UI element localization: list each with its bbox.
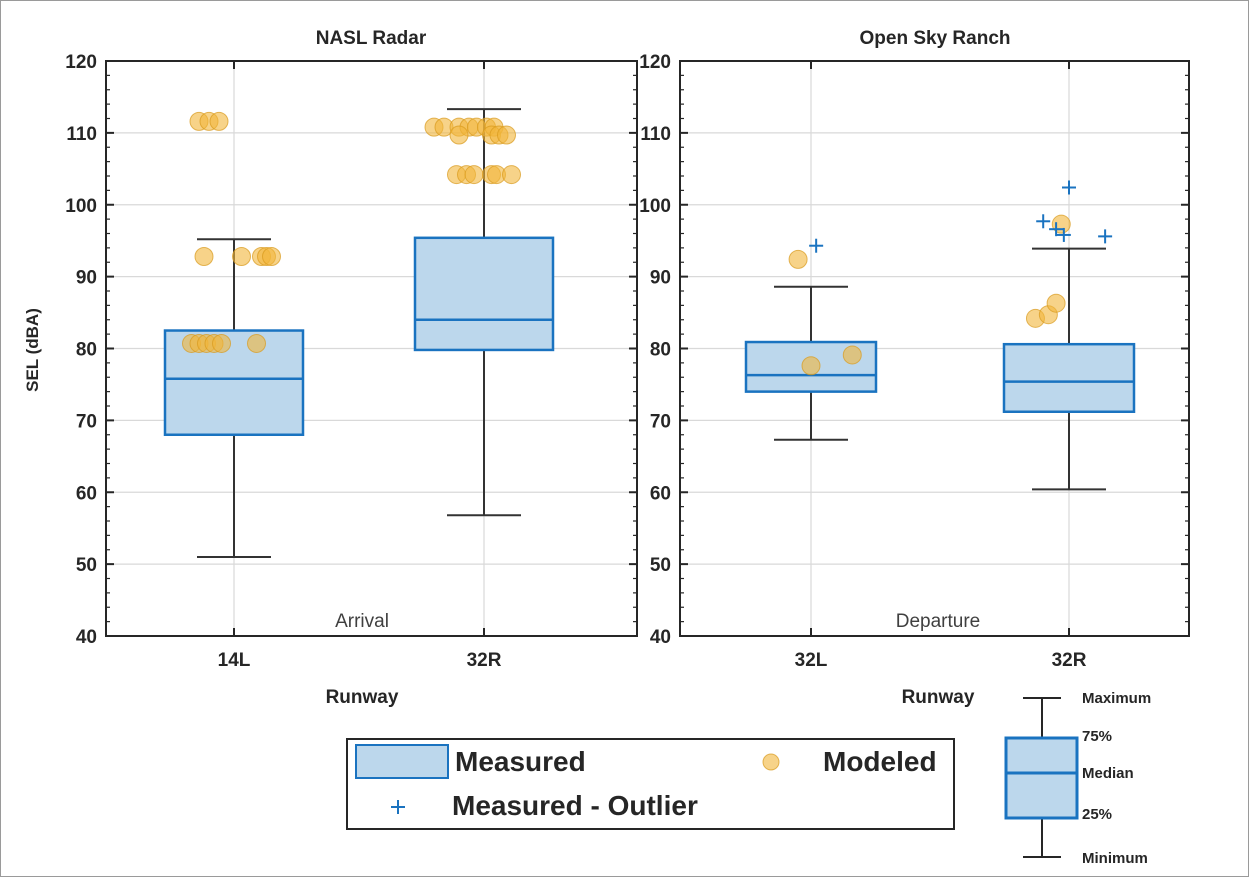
- legend-modeled-marker: [762, 753, 780, 771]
- modeled-point: [232, 247, 251, 266]
- key-minimum-label: Minimum: [1082, 850, 1148, 867]
- legend: Measured Modeled Measured - Outlier: [346, 738, 955, 830]
- modeled-points: [182, 111, 521, 353]
- modeled-point: [788, 249, 808, 269]
- y-tick-label: 70: [76, 411, 97, 432]
- x-tick-label: 32L: [795, 650, 828, 671]
- y-tick-label: 120: [65, 52, 97, 73]
- panel-title: Open Sky Ranch: [860, 28, 1011, 49]
- modeled-point: [801, 356, 821, 376]
- modeled-point: [502, 165, 521, 185]
- x-tick-labels: 14L 32R: [218, 650, 502, 671]
- key-box: [1004, 736, 1079, 820]
- outlier-marker: [1036, 214, 1051, 229]
- x-axis-label: Runway: [326, 687, 399, 708]
- modeled-point: [247, 333, 266, 353]
- plot-frame: [105, 60, 638, 637]
- panel-annotation: Arrival: [335, 611, 389, 632]
- legend-outlier-marker: [391, 800, 405, 814]
- x-tick-labels: 32L 32R: [795, 650, 1087, 671]
- legend-modeled-label: Modeled: [823, 746, 937, 777]
- y-tick-label: 90: [650, 268, 671, 289]
- modeled-point: [497, 125, 516, 145]
- box-32r: [413, 108, 555, 517]
- y-tick-label: 80: [650, 340, 671, 361]
- modeled-points: [788, 214, 1071, 376]
- key-q1-label: 25%: [1082, 806, 1112, 823]
- y-tick-label: 70: [650, 411, 671, 432]
- y-tick-label: 50: [76, 555, 97, 576]
- boxes: [744, 247, 1136, 491]
- iqr-box: [1002, 342, 1136, 413]
- outlier-marker: [809, 238, 824, 253]
- panel-title: NASL Radar: [316, 28, 427, 49]
- box-32r: [1002, 247, 1136, 491]
- y-tick-label: 90: [76, 268, 97, 289]
- legend-frame: [346, 738, 955, 830]
- y-tick-label: 60: [650, 483, 671, 504]
- x-tick-label: 32R: [1052, 650, 1087, 671]
- key-q3-label: 75%: [1082, 728, 1112, 745]
- legend-measured-swatch: [355, 744, 449, 779]
- modeled-point: [194, 247, 214, 266]
- y-tick-label: 80: [76, 340, 97, 361]
- modeled-point: [1046, 293, 1066, 313]
- key-median-label: Median: [1082, 765, 1134, 782]
- y-tick-label: 100: [65, 196, 97, 217]
- y-tick-label: 120: [639, 52, 671, 73]
- panel-nasl-radar: NASL Radar 40 50 60 70 80 90 100 110 120 Arrival…: [23, 28, 638, 708]
- outlier-marker: [1056, 227, 1071, 242]
- y-tick-label: 110: [66, 124, 97, 145]
- legend-measured-label: Measured: [455, 746, 586, 777]
- x-axis-label: Runway: [902, 687, 975, 708]
- key-maximum-label: Maximum: [1082, 690, 1151, 707]
- plot-frame: [679, 60, 1190, 637]
- grid-lines: [680, 61, 1189, 636]
- x-tick-label: 14L: [218, 650, 251, 671]
- modeled-point: [464, 165, 484, 185]
- outlier-marker: [1098, 229, 1113, 244]
- iqr-box: [413, 236, 555, 352]
- y-tick-label: 50: [650, 555, 671, 576]
- y-tick-label: 60: [76, 483, 97, 504]
- box-plot-key: Maximum 75% Median 25% Minimum: [1004, 690, 1151, 867]
- outlier-points: [809, 180, 1113, 253]
- outlier-marker: [1062, 180, 1076, 195]
- y-tick-label: 40: [650, 627, 671, 648]
- modeled-point: [449, 125, 469, 145]
- modeled-point: [212, 333, 231, 353]
- y-tick-label: 110: [640, 124, 671, 145]
- y-tick-label: 40: [76, 627, 97, 648]
- y-tick-label: 100: [639, 196, 671, 217]
- x-tick-label: 32R: [467, 650, 502, 671]
- modeled-point: [262, 247, 281, 266]
- modeled-point: [1051, 214, 1071, 234]
- modeled-point: [209, 111, 229, 131]
- y-tick-labels: 40 50 60 70 80 90 100 110 120: [65, 52, 97, 648]
- legend-outlier-label: Measured - Outlier: [452, 790, 698, 821]
- y-tick-labels: 40 50 60 70 80 90 100 110 120: [639, 52, 671, 648]
- modeled-point: [842, 345, 862, 365]
- panel-annotation: Departure: [896, 611, 981, 632]
- panel-open-sky-ranch: Open Sky Ranch 40 50 60 70 80 90 100 110 120 Dep…: [639, 28, 1190, 708]
- outlier-marker: [1049, 222, 1064, 237]
- y-axis-label: SEL (dBA): [23, 308, 42, 392]
